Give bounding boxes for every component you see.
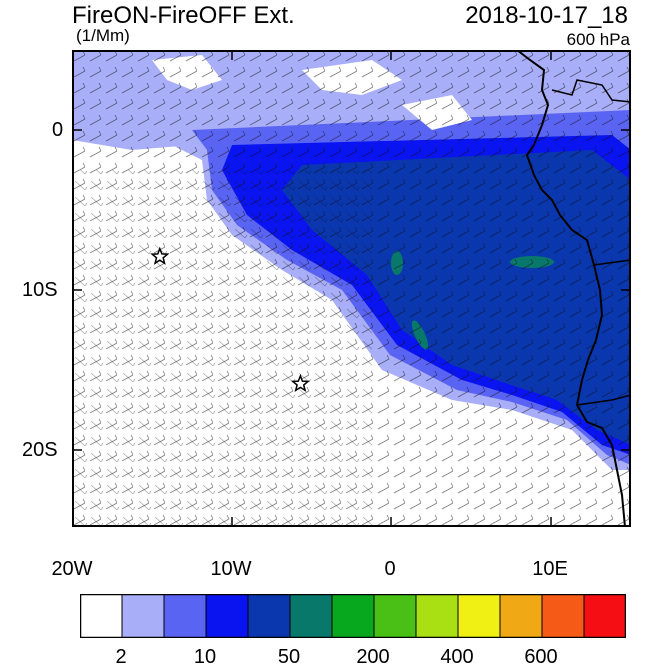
map-panel bbox=[72, 50, 631, 527]
colorbar-label-10: 10 bbox=[193, 646, 217, 668]
colorbar-swatch-9 bbox=[457, 594, 501, 638]
pressure-level-label: 600 hPa bbox=[566, 30, 630, 49]
lon-label-20w: 20W bbox=[51, 558, 93, 580]
colorbar-swatch-2 bbox=[163, 594, 207, 638]
colorbar-label-2: 2 bbox=[115, 646, 127, 668]
country-border-3 bbox=[593, 259, 631, 266]
lat-label-20s: 20S bbox=[22, 439, 58, 461]
lat-label-0: 0 bbox=[52, 119, 64, 141]
colorbar-swatch-5 bbox=[289, 594, 333, 638]
units-label: (1/Mm) bbox=[76, 26, 130, 45]
colorbar-swatch-12 bbox=[583, 594, 626, 638]
colorbar-label-600: 600 bbox=[524, 646, 558, 668]
colorbar-swatch-0 bbox=[80, 594, 123, 638]
wind-barbs-south bbox=[72, 170, 372, 527]
map-border bbox=[72, 50, 631, 527]
datetime-label: 2018-10-17_18 bbox=[465, 2, 628, 29]
colorbar-label-50: 50 bbox=[277, 646, 301, 668]
star-marker-2 bbox=[290, 373, 310, 393]
colorbar-swatch-11 bbox=[541, 594, 585, 638]
star-markers bbox=[150, 246, 310, 393]
colorbar bbox=[80, 594, 626, 638]
map-title: FireON-FireOFF Ext. bbox=[72, 2, 295, 29]
colorbar-swatch-10 bbox=[499, 594, 543, 638]
colorbar-swatch-4 bbox=[247, 594, 291, 638]
colorbar-swatch-1 bbox=[121, 594, 165, 638]
extinction-map bbox=[72, 50, 631, 527]
coastline bbox=[516, 50, 626, 527]
lat-label-10s: 10S bbox=[22, 279, 58, 301]
country-border-1 bbox=[551, 79, 631, 103]
colorbar-swatch-6 bbox=[331, 594, 375, 638]
colorbar-swatch-8 bbox=[415, 594, 459, 638]
country-border-2 bbox=[576, 394, 631, 406]
lon-label-0: 0 bbox=[384, 558, 396, 580]
colorbar-swatch-7 bbox=[373, 594, 417, 638]
colorbar-label-400: 400 bbox=[440, 646, 474, 668]
colorbar-label-200: 200 bbox=[356, 646, 390, 668]
lon-label-10e: 10E bbox=[532, 558, 568, 580]
lon-label-10w: 10W bbox=[210, 558, 252, 580]
star-marker-1 bbox=[150, 246, 170, 265]
colorbar-swatch-3 bbox=[205, 594, 249, 638]
